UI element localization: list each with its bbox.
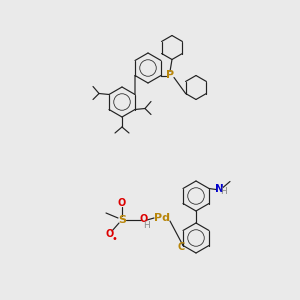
Text: H: H <box>220 187 227 196</box>
Text: O: O <box>118 198 126 208</box>
Text: S: S <box>118 215 126 225</box>
Text: P: P <box>166 70 174 80</box>
Text: H: H <box>144 220 150 230</box>
Text: N: N <box>214 184 224 194</box>
Text: •: • <box>111 234 117 244</box>
Text: O: O <box>106 229 114 239</box>
Text: C: C <box>177 242 184 251</box>
Text: O: O <box>140 214 148 224</box>
Text: Pd: Pd <box>154 213 170 223</box>
